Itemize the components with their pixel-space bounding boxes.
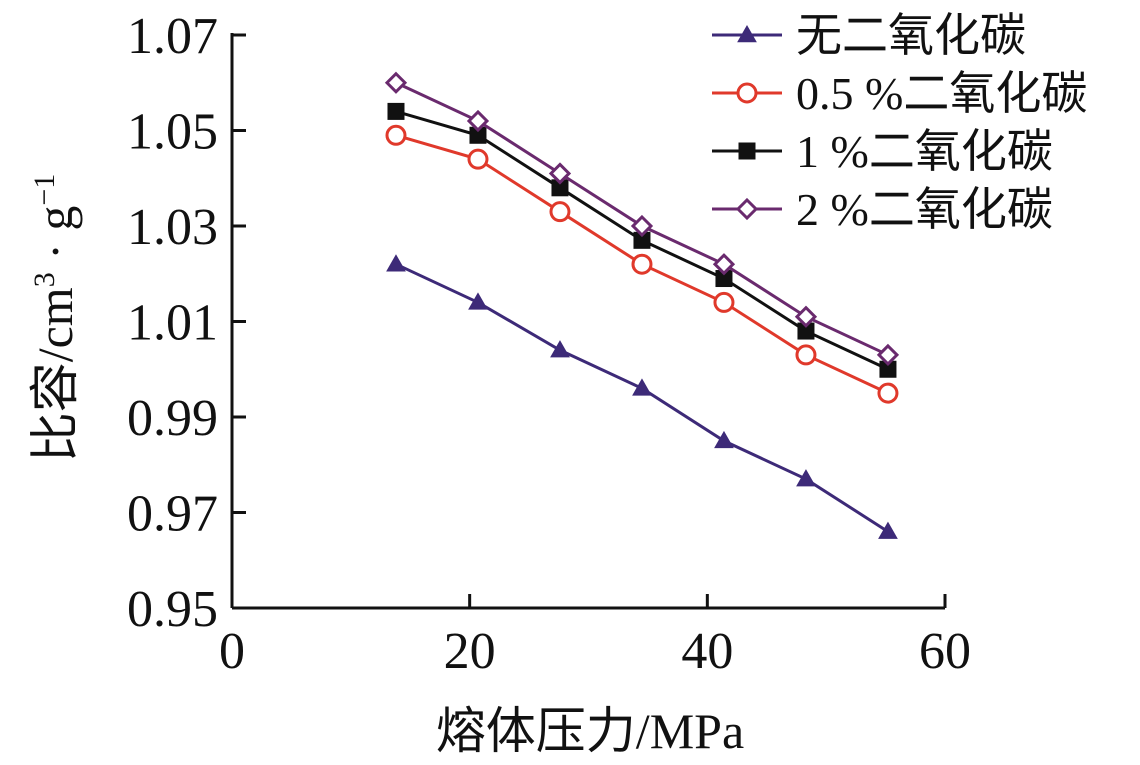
data-point bbox=[550, 340, 570, 358]
data-point bbox=[878, 521, 898, 539]
y-tick-label: 0.97 bbox=[127, 486, 218, 543]
legend: 无二氧化碳 0.5 %二氧化碳 1 %二氧化碳 2 %二氧化碳 bbox=[712, 10, 1087, 235]
legend-label: 2 %二氧化碳 bbox=[796, 184, 1053, 235]
y-tick-label: 1.01 bbox=[127, 295, 218, 352]
y-tick-label: 0.95 bbox=[127, 581, 218, 638]
data-point bbox=[714, 430, 734, 449]
data-point bbox=[385, 124, 407, 146]
y-axis-label-sup2: −1 bbox=[28, 174, 61, 206]
data-point bbox=[467, 148, 489, 170]
legend-entry: 2 %二氧化碳 bbox=[712, 184, 1053, 235]
series-0 bbox=[386, 254, 898, 539]
data-point bbox=[384, 71, 408, 94]
data-point bbox=[632, 378, 652, 396]
y-tick-label: 1.05 bbox=[127, 104, 218, 161]
data-point bbox=[549, 201, 571, 223]
y-axis-label-main: 比容/cm bbox=[27, 287, 83, 462]
data-point bbox=[876, 343, 900, 367]
legend-label: 1 %二氧化碳 bbox=[796, 126, 1053, 177]
series-layer bbox=[384, 71, 900, 539]
x-tick-label: 60 bbox=[919, 623, 971, 680]
x-axis-label: 熔体压力/MPa bbox=[436, 703, 744, 759]
y-axis-label-mid: · g bbox=[27, 206, 83, 273]
data-point bbox=[386, 254, 406, 272]
y-axis-label-sup1: 3 bbox=[28, 272, 61, 287]
data-point bbox=[387, 102, 405, 120]
data-point bbox=[548, 162, 572, 185]
legend-entry: 0.5 %二氧化碳 bbox=[712, 68, 1087, 119]
data-point bbox=[631, 253, 653, 275]
legend-marker bbox=[736, 82, 758, 104]
axis-ticks: 0.95 0.97 0.99 1.01 1.03 1.05 1.07 0 20 40 60 bbox=[127, 8, 971, 680]
series-2 bbox=[387, 102, 897, 378]
x-tick-label: 40 bbox=[681, 623, 733, 680]
y-tick-label: 0.99 bbox=[127, 390, 218, 447]
legend-entry: 无二氧化碳 bbox=[712, 10, 1026, 61]
legend-marker bbox=[735, 197, 759, 221]
legend-marker bbox=[738, 142, 756, 160]
x-tick-label: 0 bbox=[219, 623, 245, 680]
data-point bbox=[630, 214, 654, 238]
axes bbox=[230, 33, 945, 610]
data-point bbox=[877, 382, 899, 404]
data-point bbox=[713, 291, 735, 313]
data-point bbox=[712, 253, 736, 276]
series-line bbox=[395, 262, 889, 533]
data-point bbox=[795, 344, 817, 366]
data-point bbox=[468, 292, 488, 310]
y-axis-label: 比容/cm3 · g−1 bbox=[27, 174, 83, 463]
y-tick-label: 1.07 bbox=[127, 8, 218, 65]
legend-entry: 1 %二氧化碳 bbox=[712, 126, 1053, 177]
series-1 bbox=[385, 124, 899, 404]
y-tick-label: 1.03 bbox=[127, 199, 218, 256]
data-point bbox=[466, 109, 490, 133]
legend-marker bbox=[737, 24, 757, 43]
x-tick-label: 20 bbox=[444, 623, 496, 680]
series-3 bbox=[384, 71, 900, 367]
legend-label: 无二氧化碳 bbox=[796, 10, 1026, 61]
data-point bbox=[794, 305, 818, 328]
legend-label: 0.5 %二氧化碳 bbox=[796, 68, 1087, 119]
data-point bbox=[796, 469, 816, 487]
